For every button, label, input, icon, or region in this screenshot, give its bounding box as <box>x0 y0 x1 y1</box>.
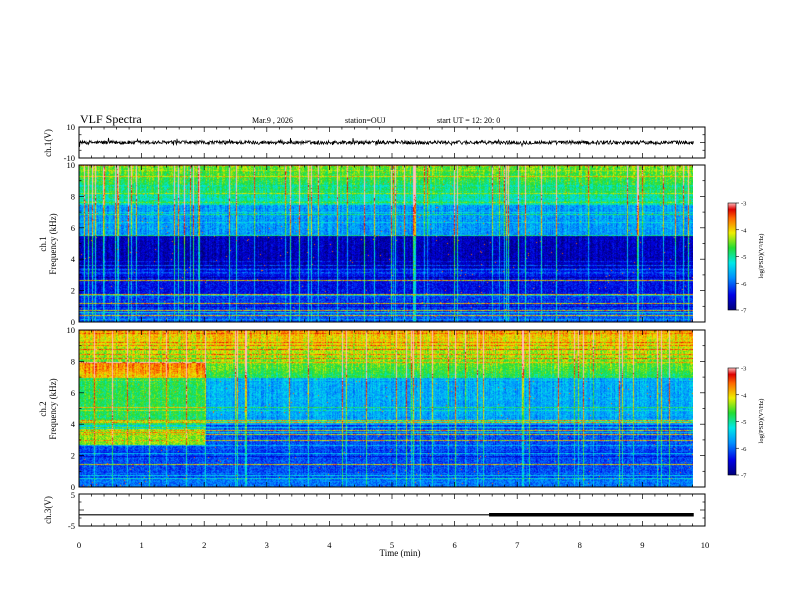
ch1-colorbar <box>727 202 737 311</box>
y-tick-label: 6 <box>71 388 75 398</box>
ch1-x-ticks <box>78 126 706 159</box>
y-tick-label: 10 <box>67 160 76 170</box>
ch2-colorbar <box>727 367 737 476</box>
x-tick-label: 5 <box>390 540 394 550</box>
ch2-colorbar-label: log(PSD)(V²/Hz) <box>758 399 765 444</box>
ch2-spec-ylabel: ch.2 <box>38 401 48 416</box>
station-label: station=OUJ <box>345 116 386 125</box>
colorbar-tick-label: -5 <box>741 419 746 426</box>
colorbar-tick-label: -6 <box>741 281 747 288</box>
x-tick-label: 1 <box>139 540 143 550</box>
x-tick-label: 0 <box>77 540 81 550</box>
ch1-waveform-line <box>79 137 694 148</box>
colorbar-tick-label: -6 <box>741 446 747 453</box>
date-label: Mar.9 , 2026 <box>252 116 293 125</box>
y-tick-label: 6 <box>71 223 75 233</box>
start-time-label: start UT = 12: 20: 0 <box>437 116 500 125</box>
ch3-x-ticks <box>78 493 706 527</box>
ch3-ylabel: ch.3(V) <box>43 496 53 524</box>
colorbar-tick-label: -3 <box>741 366 746 373</box>
y-tick-label: 2 <box>71 286 75 296</box>
ch1-spec-ylabel-freq: Frequency (kHz) <box>48 213 58 274</box>
x-tick-label: 3 <box>265 540 269 550</box>
ch1-colorbar-label: log(PSD)(V²/Hz) <box>758 234 765 279</box>
ch3-ytick-top: 5 <box>71 490 75 500</box>
figure-title: VLF Spectra <box>80 112 142 126</box>
y-tick-label: 0 <box>71 482 75 492</box>
ch1-spectrogram-image <box>79 165 693 322</box>
ch1-waveform-panel: 10 -10 ch.1(V) <box>43 122 706 163</box>
ch1-colorbar-ticks: -3 -4 -5 -6 -7 <box>736 201 747 315</box>
x-axis-tick-labels: 0 1 2 3 4 5 6 7 8 9 10 <box>77 540 709 550</box>
ch1-ytick-top: 10 <box>67 122 76 132</box>
ch1-spec-ticks: 0 2 4 6 8 10 <box>67 160 706 327</box>
colorbar-tick-label: -7 <box>741 473 747 480</box>
y-tick-label: 0 <box>71 317 75 327</box>
colorbar-tick-label: -4 <box>741 392 747 399</box>
y-tick-label: 8 <box>71 191 75 201</box>
y-tick-label: 4 <box>71 419 76 429</box>
ch1-ytick-bottom: -10 <box>64 153 75 163</box>
ch2-spec-ylabel-freq: Frequency (kHz) <box>48 378 58 439</box>
y-tick-label: 2 <box>71 451 75 461</box>
x-tick-label: 9 <box>640 540 644 550</box>
ch1-ylabel: ch.1(V) <box>43 129 53 157</box>
x-tick-label: 8 <box>578 540 582 550</box>
ch2-spec-ticks: 0 2 4 6 8 10 <box>67 325 706 492</box>
y-tick-label: 4 <box>71 254 76 264</box>
ch1-spec-ylabel: ch.1 <box>38 236 48 251</box>
colorbar-tick-label: -4 <box>741 227 747 234</box>
colorbar-tick-label: -5 <box>741 254 746 261</box>
colorbar-tick-label: -3 <box>741 201 746 208</box>
ch2-colorbar-ticks: -3 -4 -5 -6 -7 <box>736 366 747 480</box>
x-tick-label: 10 <box>701 540 710 550</box>
x-axis-label: Time (min) <box>380 548 421 558</box>
x-tick-label: 2 <box>202 540 206 550</box>
ch3-signal-panel: 5 -5 ch.3(V) <box>43 490 706 531</box>
ch3-ytick-bottom: -5 <box>68 521 75 531</box>
y-tick-label: 10 <box>67 325 76 335</box>
x-tick-label: 6 <box>452 540 456 550</box>
x-tick-label: 7 <box>515 540 519 550</box>
x-tick-label: 4 <box>327 540 332 550</box>
colorbar-tick-label: -7 <box>741 308 747 315</box>
y-tick-label: 8 <box>71 356 75 366</box>
ch2-spectrogram-image <box>79 330 693 487</box>
